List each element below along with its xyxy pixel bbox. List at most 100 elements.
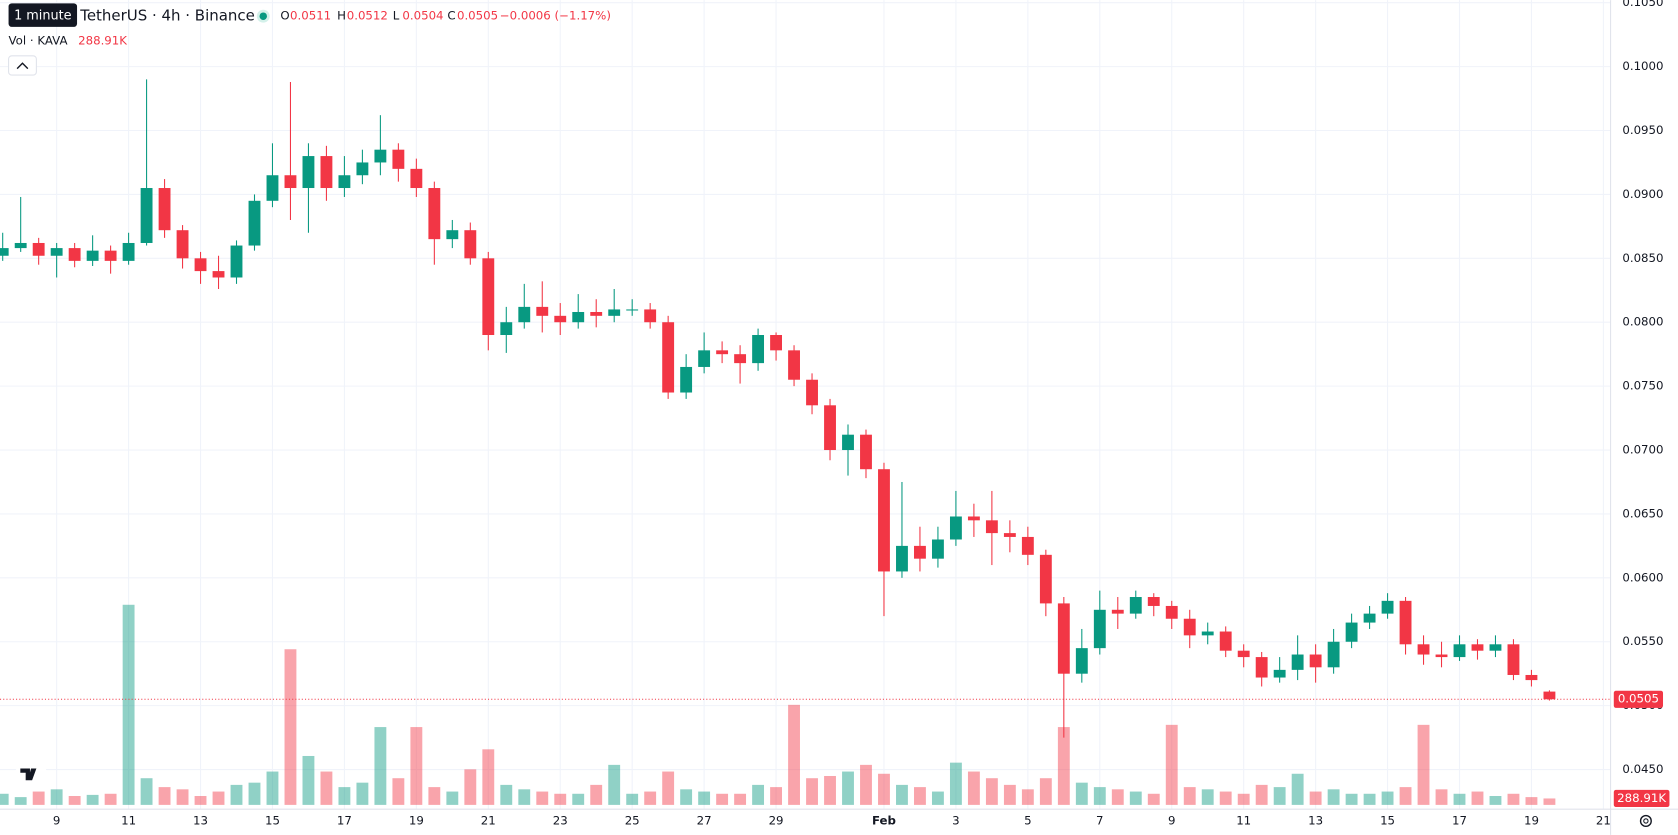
- x-tick-label: Feb: [872, 813, 896, 827]
- ohlc-value: 0.0511: [290, 9, 331, 23]
- volume-bar: [770, 787, 782, 805]
- volume-value: 288.91K: [78, 33, 127, 47]
- volume-bar: [931, 791, 944, 805]
- volume-bar: [626, 793, 639, 805]
- candle-body: [374, 149, 387, 163]
- volume-bar: [284, 649, 297, 805]
- x-tick-label: 11: [1236, 813, 1251, 827]
- volume-bar: [1255, 784, 1268, 805]
- volume-bar: [860, 764, 872, 805]
- volume-bar: [1489, 796, 1502, 805]
- volume-bar: [518, 789, 531, 805]
- volume-bar: [1129, 791, 1142, 805]
- ohlc-value: 0.0505: [457, 9, 498, 23]
- volume-bar: [734, 793, 747, 805]
- x-tick-label: 17: [337, 813, 352, 827]
- volume-bar: [608, 764, 621, 805]
- x-tick-label: 25: [625, 813, 640, 827]
- volume-bar: [698, 791, 711, 805]
- volume-bar: [1525, 797, 1538, 805]
- candle-body: [788, 350, 800, 380]
- change-value: −0.0006 (−1.17%): [500, 9, 611, 23]
- candle-body: [1165, 605, 1178, 619]
- candle-body: [1471, 644, 1484, 651]
- candle-body: [1219, 631, 1232, 651]
- x-tick-label: 21: [481, 813, 496, 827]
- candle-body: [50, 248, 63, 256]
- candle-body: [104, 250, 117, 261]
- volume-bar: [1147, 793, 1160, 805]
- candle-body: [284, 175, 297, 189]
- volume-bar: [1417, 724, 1430, 805]
- ohlc-letter: H: [337, 9, 346, 23]
- y-tick-label: 0.0650: [1622, 506, 1663, 520]
- candle-body: [608, 309, 621, 316]
- candle-body: [122, 242, 135, 261]
- volume-bar: [1291, 773, 1304, 805]
- volume-bar: [1021, 789, 1034, 805]
- volume-layer: [0, 604, 1556, 805]
- candle-body: [1147, 597, 1160, 606]
- candle-body: [1381, 600, 1394, 614]
- candle-body: [1075, 648, 1088, 674]
- candle-body: [1093, 609, 1106, 649]
- volume-bar: [500, 784, 513, 805]
- candle-body: [1525, 674, 1538, 681]
- candle-body: [1003, 533, 1016, 537]
- collapse-icon: [16, 62, 29, 70]
- candle-body: [1111, 609, 1124, 614]
- settings-icon: [1643, 818, 1649, 824]
- candle-body: [680, 366, 693, 393]
- candle-body: [446, 230, 459, 240]
- volume-bar: [392, 778, 405, 805]
- volume-bar: [752, 784, 765, 805]
- candle-body: [302, 156, 315, 189]
- candle-body: [770, 335, 782, 351]
- collapse-button[interactable]: [8, 55, 37, 76]
- candle-body: [1201, 631, 1214, 636]
- candle-body: [392, 149, 405, 169]
- candle-body: [1309, 654, 1322, 668]
- volume-bar: [410, 727, 423, 805]
- volume-bar: [194, 796, 207, 805]
- candle-body: [536, 306, 549, 316]
- volume-bar: [1381, 791, 1394, 805]
- candle-body: [500, 322, 513, 336]
- x-tick-label: 29: [769, 813, 784, 827]
- candle-body: [0, 248, 9, 256]
- volume-bar: [967, 771, 980, 805]
- candle-body: [1507, 644, 1520, 675]
- x-tick-label: 7: [1096, 813, 1104, 827]
- volume-bar: [464, 769, 477, 805]
- volume-bar: [122, 604, 135, 805]
- tooltip: 1 minute: [14, 9, 72, 24]
- candle-body: [1039, 554, 1052, 604]
- candle-body: [806, 379, 818, 406]
- x-tick-label: 5: [1024, 813, 1032, 827]
- ohlc-value: 0.0512: [347, 9, 388, 23]
- volume-bar: [230, 784, 243, 805]
- volume-tag-label: 288.91K: [1617, 791, 1666, 805]
- candle-body: [266, 175, 279, 201]
- candle-body: [1453, 644, 1466, 658]
- x-tick-label: 13: [193, 813, 208, 827]
- symbol-title[interactable]: TetherUS · 4h · Binance: [79, 7, 255, 25]
- x-tick-label: 27: [697, 813, 712, 827]
- x-tick-label: 23: [553, 813, 568, 827]
- volume-bar: [1435, 789, 1448, 805]
- volume-bar: [1237, 793, 1250, 805]
- volume-bar: [1507, 793, 1520, 805]
- volume-title[interactable]: Vol · KAVA: [9, 33, 68, 47]
- volume-bar: [1219, 791, 1232, 805]
- y-tick-label: 0.1000: [1622, 59, 1663, 73]
- ohlc-value: 0.0504: [402, 9, 443, 23]
- y-tick-label: 0.0750: [1622, 379, 1663, 393]
- candle-body: [896, 545, 908, 572]
- settings-button[interactable]: [1639, 814, 1652, 827]
- candle-body: [626, 309, 639, 311]
- volume-bar: [644, 791, 657, 805]
- y-tick-label: 0.0800: [1622, 315, 1663, 329]
- volume-bar: [86, 794, 99, 805]
- candle-body: [572, 311, 585, 323]
